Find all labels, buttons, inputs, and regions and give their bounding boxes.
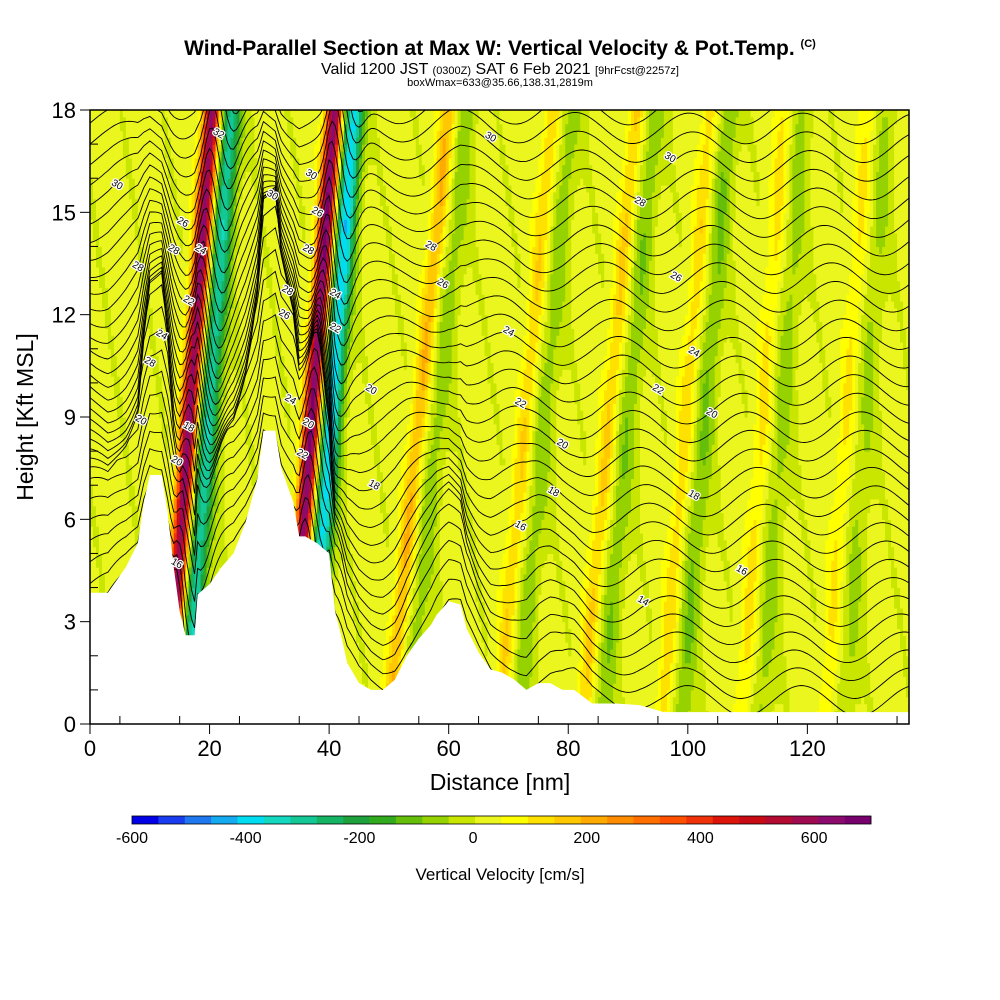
colorbar-tick-label: 0 (469, 830, 478, 847)
colorbar-swatch (475, 816, 502, 824)
isentrope-line (90, 110, 909, 163)
colorbar-swatch (316, 816, 344, 824)
colorbar-swatch (554, 816, 581, 824)
x-tick-label: 0 (84, 736, 96, 761)
isentrope-line (90, 174, 909, 327)
isentrope-line (90, 226, 909, 480)
colorbar-swatch (633, 816, 661, 824)
colorbar-swatch (527, 816, 555, 824)
y-axis-label: Height [Kft MSL] (12, 333, 38, 500)
colorbar-swatch (369, 816, 397, 824)
isentrope-line (90, 149, 909, 262)
colorbar-tick-label: -400 (230, 830, 262, 847)
colorbar-swatch (791, 816, 819, 824)
colorbar-swatch (132, 816, 159, 824)
colorbar-frame (131, 815, 872, 825)
colorbar-swatch (607, 816, 634, 824)
isentrope-line (90, 120, 909, 201)
x-tick-label: 20 (197, 736, 221, 761)
isentrope-line (90, 189, 909, 432)
isentrope-line (90, 190, 909, 402)
potential-temperature-contours (90, 110, 909, 717)
isentrope-line (90, 356, 909, 591)
isentrope-line (90, 335, 909, 573)
isentrope-line (90, 461, 909, 699)
colorbar-tick-label: 400 (687, 830, 714, 847)
box-wmax-subtitle: boxWmax=633@35.66,138.31,2819m (0, 77, 1000, 89)
axes: 0 20 40 60 80 100 120 0 3 6 9 12 15 18 (52, 98, 898, 761)
colorbar-tick-label: 600 (801, 830, 828, 847)
isentrope-line (90, 376, 909, 609)
colorbar-tick-label: -200 (343, 830, 375, 847)
colorbar-swatch (818, 816, 845, 824)
x-tick-label: 120 (789, 736, 826, 761)
colorbar-swatch (211, 816, 238, 824)
isentrope-line (90, 270, 909, 517)
colorbar-swatch (659, 816, 687, 824)
y-tick-label: 9 (64, 405, 76, 430)
x-axis-label: Distance [nm] (430, 769, 571, 795)
x-tick-label: 40 (317, 736, 341, 761)
colorbar-swatch (184, 816, 212, 824)
colorbar-swatch (765, 816, 793, 824)
colorbar-swatch (395, 816, 423, 824)
colorbar: -600 -400 -200 0 200 400 600 (116, 815, 872, 847)
terrain-mask (90, 430, 909, 724)
isentrope-line (90, 110, 909, 182)
colorbar-swatch (739, 816, 766, 824)
x-tick-label: 100 (669, 736, 706, 761)
y-tick-label: 18 (52, 98, 76, 123)
isentrope-line (90, 130, 909, 220)
valid-time-line: Valid 1200 JST (0300Z) SAT 6 Feb 2021 [9… (0, 61, 1000, 79)
isentrope-line (90, 190, 909, 418)
isentrope-line (90, 412, 909, 646)
colorbar-swatch (422, 816, 450, 824)
isentrope-line (90, 429, 909, 664)
isentrope-line (90, 292, 909, 536)
isentrope-line (90, 166, 909, 305)
colorbar-tick-label: 200 (573, 830, 600, 847)
y-tick-label: 6 (64, 507, 76, 532)
isentrope-line (90, 395, 909, 627)
isentrope-line (90, 248, 909, 499)
isentrope-line (90, 158, 909, 284)
y-tick-label: 15 (52, 200, 76, 225)
isentrope-line (90, 445, 909, 682)
x-tick-label: 80 (556, 736, 580, 761)
isentrope-line (90, 186, 909, 445)
colorbar-swatch (501, 816, 529, 824)
colorbar-swatch (290, 816, 318, 824)
colorbar-swatch (158, 816, 186, 824)
colorbar-label: Vertical Velocity [cm/s] (415, 865, 584, 884)
isentrope-line (90, 205, 909, 462)
colorbar-swatch (237, 816, 265, 824)
isentrope-line (357, 110, 364, 113)
colorbar-swatch (712, 816, 740, 824)
colorbar-swatch (686, 816, 713, 824)
isentrope-line (90, 313, 909, 554)
y-tick-label: 3 (64, 610, 76, 635)
isentrope-line (90, 140, 909, 240)
isentrope-line (90, 185, 909, 366)
isentrope-line (90, 110, 909, 145)
colorbar-tick-label: -600 (116, 830, 148, 847)
y-tick-label: 0 (64, 712, 76, 737)
colorbar-swatch (343, 816, 370, 824)
colorbar-swatch (448, 816, 476, 824)
colorbar-swatch (844, 816, 872, 824)
colorbar-swatch (580, 816, 608, 824)
chart-title: Wind-Parallel Section at Max W: Vertical… (0, 37, 1000, 61)
isentrope-line (168, 110, 885, 128)
x-tick-label: 60 (436, 736, 460, 761)
y-tick-label: 12 (52, 303, 76, 328)
isentrope-line (90, 180, 909, 347)
colorbar-swatch (263, 816, 291, 824)
isentrope-line (90, 188, 909, 385)
